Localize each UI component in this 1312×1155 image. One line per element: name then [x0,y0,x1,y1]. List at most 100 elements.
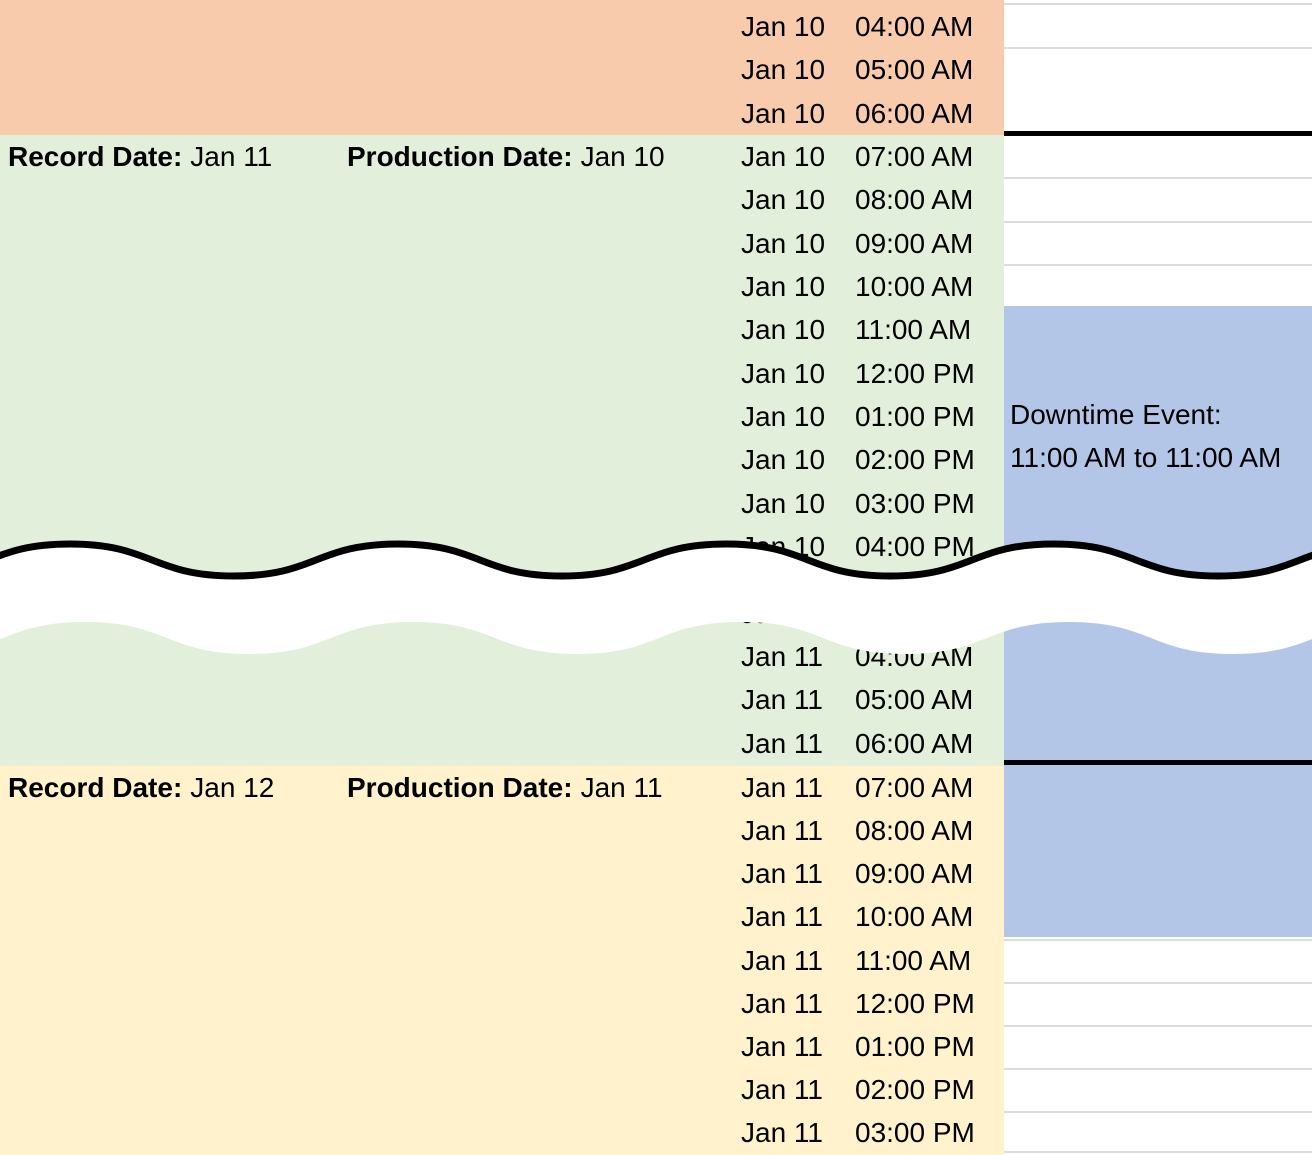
row-time: 01:00 PM [855,401,975,432]
row-time: 03:00 PM [855,1117,975,1148]
gridline [1004,1025,1312,1027]
time-row: Jan 11 07:00 AM [0,766,1004,810]
record-date-value: Jan 12 [190,772,275,803]
time-row: Jan 11 05:00 AM [0,678,1004,722]
row-date: Jan 11 [741,1031,823,1062]
row-date: Jan 11 [741,641,823,672]
gridline [1004,264,1312,266]
row-date: Jan 10 [741,488,826,519]
row-date: Jan 10 [741,271,826,302]
row-time: 02:00 PM [855,1074,975,1105]
row-time: 09:00 AM [855,228,974,259]
production-date-header: Production Date: Jan 10 [347,135,665,179]
time-row: Jan 10 02:00 PM [0,438,1004,482]
row-date: Jan 11 [741,901,823,932]
row-time: 10:00 AM [855,901,974,932]
row-date: Jan 11 [741,772,823,803]
row-date: Jan 11 [741,598,823,629]
production-date-header: Production Date: Jan 11 [347,766,663,810]
production-date-label: Production Date: [347,772,573,803]
record-date-header: Record Date: Jan 11 [8,135,272,179]
gridline [1004,1068,1312,1070]
row-date: Jan 10 [741,228,826,259]
row-time: 06:00 AM [855,728,974,759]
gridline [1004,47,1312,49]
time-row: Jan 11 01:00 PM [0,1025,1004,1069]
time-row: Jan 11 08:00 AM [0,809,1004,853]
gridline [1004,1151,1312,1153]
gridline [1004,939,1312,941]
downtime-event-range: 11:00 AM to 11:00 AM [1010,442,1282,473]
row-time: 12:00 PM [855,358,975,389]
gridline [1004,3,1312,5]
time-row: Jan 11 10:00 AM [0,895,1004,939]
time-row: Jan 10 06:00 AM [0,92,1004,136]
row-time: 06:00 AM [855,98,974,129]
row-date: Jan 11 [741,945,823,976]
record-boundary-divider [1004,760,1312,765]
row-date: Jan 11 [741,728,823,759]
gridline [1004,982,1312,984]
record-date-header: Record Date: Jan 12 [8,766,274,810]
downtime-event-label: Downtime Event: [1010,399,1222,430]
row-time: 11:00 AM [855,945,972,976]
row-date: Jan 10 [741,11,826,42]
row-date: Jan 10 [741,531,826,562]
row-date: Jan 10 [741,98,826,129]
time-row: Jan 10 05:00 AM [0,48,1004,92]
production-date-label: Production Date: [347,141,573,172]
row-date: Jan 11 [741,684,823,715]
time-row: Jan 10 01:00 PM [0,395,1004,439]
row-date: Jan 10 [741,141,826,172]
time-row: Jan 11 12:00 PM [0,982,1004,1026]
time-row: Jan 11 06:00 AM [0,722,1004,766]
row-time: 05:00 AM [855,684,974,715]
time-row: Jan 10 08:00 AM [0,178,1004,222]
row-date: Jan 10 [741,444,826,475]
production-date-value: Jan 10 [580,141,665,172]
record-date-value: Jan 11 [190,141,273,172]
row-date: Jan 11 [741,858,823,889]
row-time: 11:00 AM [855,314,972,345]
time-row: Jan 10 04:00 PM [0,525,1004,569]
time-row: Jan 11 03:00 PM [0,1111,1004,1155]
row-date: Jan 11 [741,815,823,846]
row-date: Jan 10 [741,358,826,389]
row-time: 12:00 PM [855,988,975,1019]
time-row: Jan 10 09:00 AM [0,222,1004,266]
row-date: Jan 10 [741,54,826,85]
row-time: 08:00 AM [855,184,974,215]
row-date: Jan 11 [741,1117,823,1148]
time-row: Jan 10 11:00 AM [0,308,1004,352]
row-time: 09:00 AM [855,858,974,889]
record-date-label: Record Date: [8,772,183,803]
record-boundary-divider [1004,131,1312,136]
row-time: 04:00 PM [855,531,975,562]
production-date-value: Jan 11 [580,772,663,803]
row-time: 02:00 PM [855,444,975,475]
row-time: 07:00 AM [855,141,974,172]
record-date-label: Record Date: [8,141,183,172]
row-date: Jan 10 [741,401,826,432]
gridline [1004,177,1312,179]
time-row: Jan 10 10:00 AM [0,265,1004,309]
time-row: Jan 10 04:00 AM [0,5,1004,49]
row-date: Jan 10 [741,314,826,345]
previous-section-block [0,0,1004,135]
gridline [1004,221,1312,223]
yellow-section-block [0,766,1004,1155]
row-date: Jan 11 [741,1074,823,1105]
time-row: Jan 10 12:00 PM [0,352,1004,396]
row-time: 04:00 AM [855,641,974,672]
row-date: Jan 10 [741,184,826,215]
gridline [1004,1111,1312,1113]
row-time: 08:00 AM [855,815,974,846]
row-time: 01:00 PM [855,1031,975,1062]
row-time: 07:00 AM [855,772,974,803]
row-time: 04:00 AM [855,11,974,42]
